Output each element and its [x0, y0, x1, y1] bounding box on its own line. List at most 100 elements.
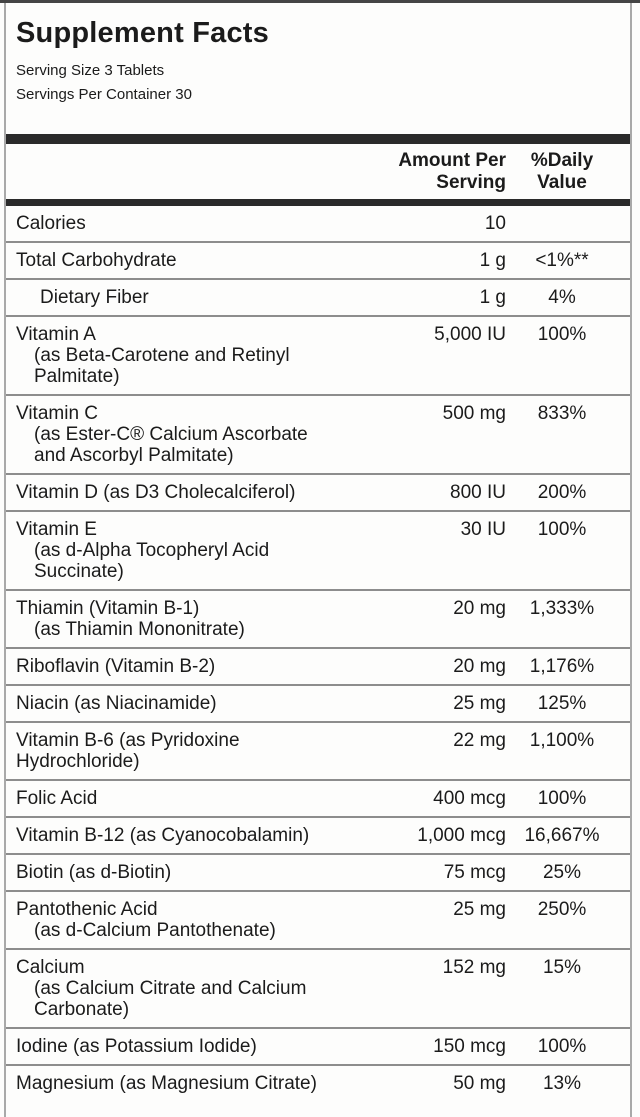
nutrient-amount: 1 g [479, 250, 506, 271]
nutrient-amount: 25 mg [453, 899, 506, 920]
nutrient-name-subtext: (as Calcium Citrate and Calcium [34, 978, 307, 999]
nutrient-amount: 500 mg [442, 403, 506, 424]
nutrient-name-main: Riboflavin (Vitamin B-2) [16, 656, 216, 677]
column-header-divider [6, 199, 630, 206]
page-title: Supplement Facts [16, 17, 269, 49]
nutrient-daily-value: 13% [542, 1073, 582, 1094]
table-row: Riboflavin (Vitamin B-2) 20 mg 1,176% [6, 647, 630, 684]
table-row: Dietary Fiber 1 g 4% [6, 278, 630, 315]
nutrient-amount: 5,000 IU [434, 324, 506, 345]
nutrient-name: Vitamin B-12 (as Cyanocobalamin) [16, 825, 356, 846]
nutrient-name: Vitamin D (as D3 Cholecalciferol) [16, 482, 356, 503]
nutrient-name-subtext: Hydrochloride) [16, 751, 140, 772]
table-row: Calcium (as Calcium Citrate and Calcium C… [6, 948, 630, 1027]
nutrient-daily-value: 833% [537, 403, 587, 424]
table-row: Thiamin (Vitamin B-1) (as Thiamin Mononi… [6, 589, 630, 647]
header-divider-thick [6, 134, 630, 144]
nutrient-name: Vitamin C (as Ester-C® Calcium Ascorbate… [16, 403, 356, 466]
table-row: Total Carbohydrate 1 g <1%** [6, 241, 630, 278]
table-row: Vitamin D (as D3 Cholecalciferol) 800 IU… [6, 473, 630, 510]
nutrient-name-subtext: Carbonate) [34, 999, 130, 1020]
nutrient-name-main: Vitamin A [16, 324, 96, 345]
nutrient-name: Folic Acid [16, 788, 356, 809]
table-row: Vitamin E (as d-Alpha Tocopheryl Acid Suc… [6, 510, 630, 589]
nutrient-amount: 1 g [479, 287, 506, 308]
nutrient-name-subtext: (as Beta-Carotene and Retinyl [34, 345, 290, 366]
nutrient-amount: 20 mg [453, 656, 506, 677]
nutrient-amount: 22 mg [453, 730, 506, 751]
label-sheet: Supplement Facts Serving Size 3 Tablets … [4, 3, 632, 1117]
table-row: Vitamin B-12 (as Cyanocobalamin) 1,000 m… [6, 816, 630, 853]
nutrient-name-main: Vitamin C [16, 403, 99, 424]
nutrient-amount: 152 mg [442, 957, 506, 978]
nutrient-daily-value: <1%** [535, 250, 589, 271]
table-row: Biotin (as d-Biotin) 75 mcg 25% [6, 853, 630, 890]
daily-value-header: %Daily Value [530, 150, 594, 193]
nutrient-daily-value: 1,100% [529, 730, 595, 751]
nutrient-daily-value: 1,176% [529, 656, 595, 677]
nutrient-name-subtext: (as d-Alpha Tocopheryl Acid [34, 540, 270, 561]
nutrient-amount: 50 mg [453, 1073, 506, 1094]
nutrient-name-subtext: (as d-Calcium Pantothenate) [34, 920, 276, 941]
nutrient-name-subtext: (as Thiamin Mononitrate) [34, 619, 245, 640]
nutrient-name-main: Calories [16, 213, 86, 234]
nutrient-daily-value: 1,333% [529, 598, 595, 619]
nutrient-name-main: Dietary Fiber [40, 287, 149, 308]
nutrient-name-main: Total Carbohydrate [16, 250, 177, 271]
nutrient-name-main: Vitamin B-6 (as Pyridoxine [16, 730, 240, 751]
column-header-row: Amount Per Serving %Daily Value [6, 144, 630, 199]
nutrient-name-main: Folic Acid [16, 788, 98, 809]
table-row: Vitamin A (as Beta-Carotene and Retinyl P… [6, 315, 630, 394]
nutrient-name-subtext: Palmitate) [34, 366, 120, 387]
nutrient-name: Thiamin (Vitamin B-1) (as Thiamin Mononi… [16, 598, 356, 640]
nutrient-daily-value: 100% [537, 324, 587, 345]
nutrient-name-subtext: and Ascorbyl Palmitate) [34, 445, 234, 466]
nutrient-amount: 75 mcg [443, 862, 506, 883]
nutrient-name-main: Vitamin B-12 (as Cyanocobalamin) [16, 825, 310, 846]
nutrient-daily-value: 100% [537, 788, 587, 809]
table-row: Vitamin B-6 (as Pyridoxine Hydrochloride… [6, 721, 630, 779]
nutrient-name-main: Vitamin D (as D3 Cholecalciferol) [16, 482, 296, 503]
table-row: Magnesium (as Magnesium Citrate) 50 mg 1… [6, 1064, 630, 1101]
nutrient-name-main: Iodine (as Potassium Iodide) [16, 1036, 257, 1057]
nutrient-name-main: Niacin (as Niacinamide) [16, 693, 217, 714]
nutrient-daily-value: 250% [537, 899, 587, 920]
nutrient-daily-value: 15% [542, 957, 582, 978]
nutrient-amount: 30 IU [460, 519, 506, 540]
nutrient-name-main: Calcium [16, 957, 85, 978]
nutrient-table: Calories 10 Total Carbohydrate 1 g <1%**… [6, 206, 630, 1101]
servings-per-container-text: Servings Per Container 30 [16, 86, 192, 103]
table-row: Niacin (as Niacinamide) 25 mg 125% [6, 684, 630, 721]
nutrient-daily-value: 200% [537, 482, 587, 503]
nutrient-name: Niacin (as Niacinamide) [16, 693, 356, 714]
nutrient-amount: 150 mcg [433, 1036, 506, 1057]
title-block: Supplement Facts Serving Size 3 Tablets … [6, 3, 630, 107]
nutrient-name: Vitamin E (as d-Alpha Tocopheryl Acid Suc… [16, 519, 356, 582]
table-row: Calories 10 [6, 206, 630, 241]
nutrient-name-main: Thiamin (Vitamin B-1) [16, 598, 200, 619]
nutrient-name: Calcium (as Calcium Citrate and Calcium C… [16, 957, 356, 1020]
table-row: Pantothenic Acid (as d-Calcium Pantothen… [6, 890, 630, 948]
nutrient-daily-value: 4% [548, 287, 576, 308]
nutrient-name-main: Biotin (as d-Biotin) [16, 862, 172, 883]
nutrient-name: Vitamin B-6 (as Pyridoxine Hydrochloride… [16, 730, 356, 772]
nutrient-name: Magnesium (as Magnesium Citrate) [16, 1073, 356, 1094]
top-edge-strip [0, 0, 640, 3]
nutrient-name-main: Pantothenic Acid [16, 899, 158, 920]
table-row: Iodine (as Potassium Iodide) 150 mcg 100… [6, 1027, 630, 1064]
table-row: Vitamin C (as Ester-C® Calcium Ascorbate… [6, 394, 630, 473]
nutrient-daily-value: 25% [542, 862, 582, 883]
nutrient-name-subtext: (as Ester-C® Calcium Ascorbate [34, 424, 308, 445]
nutrient-amount: 25 mg [453, 693, 506, 714]
nutrient-name: Pantothenic Acid (as d-Calcium Pantothen… [16, 899, 356, 941]
nutrient-daily-value: 16,667% [524, 825, 600, 846]
nutrient-amount: 1,000 mcg [417, 825, 506, 846]
nutrient-amount: 800 IU [450, 482, 506, 503]
nutrient-name: Vitamin A (as Beta-Carotene and Retinyl P… [16, 324, 356, 387]
nutrient-daily-value: 100% [537, 1036, 587, 1057]
nutrient-name: Dietary Fiber [16, 287, 356, 308]
nutrient-daily-value: 125% [537, 693, 587, 714]
serving-size-text: Serving Size 3 Tablets [16, 62, 165, 79]
nutrient-name-main: Magnesium (as Magnesium Citrate) [16, 1073, 317, 1094]
